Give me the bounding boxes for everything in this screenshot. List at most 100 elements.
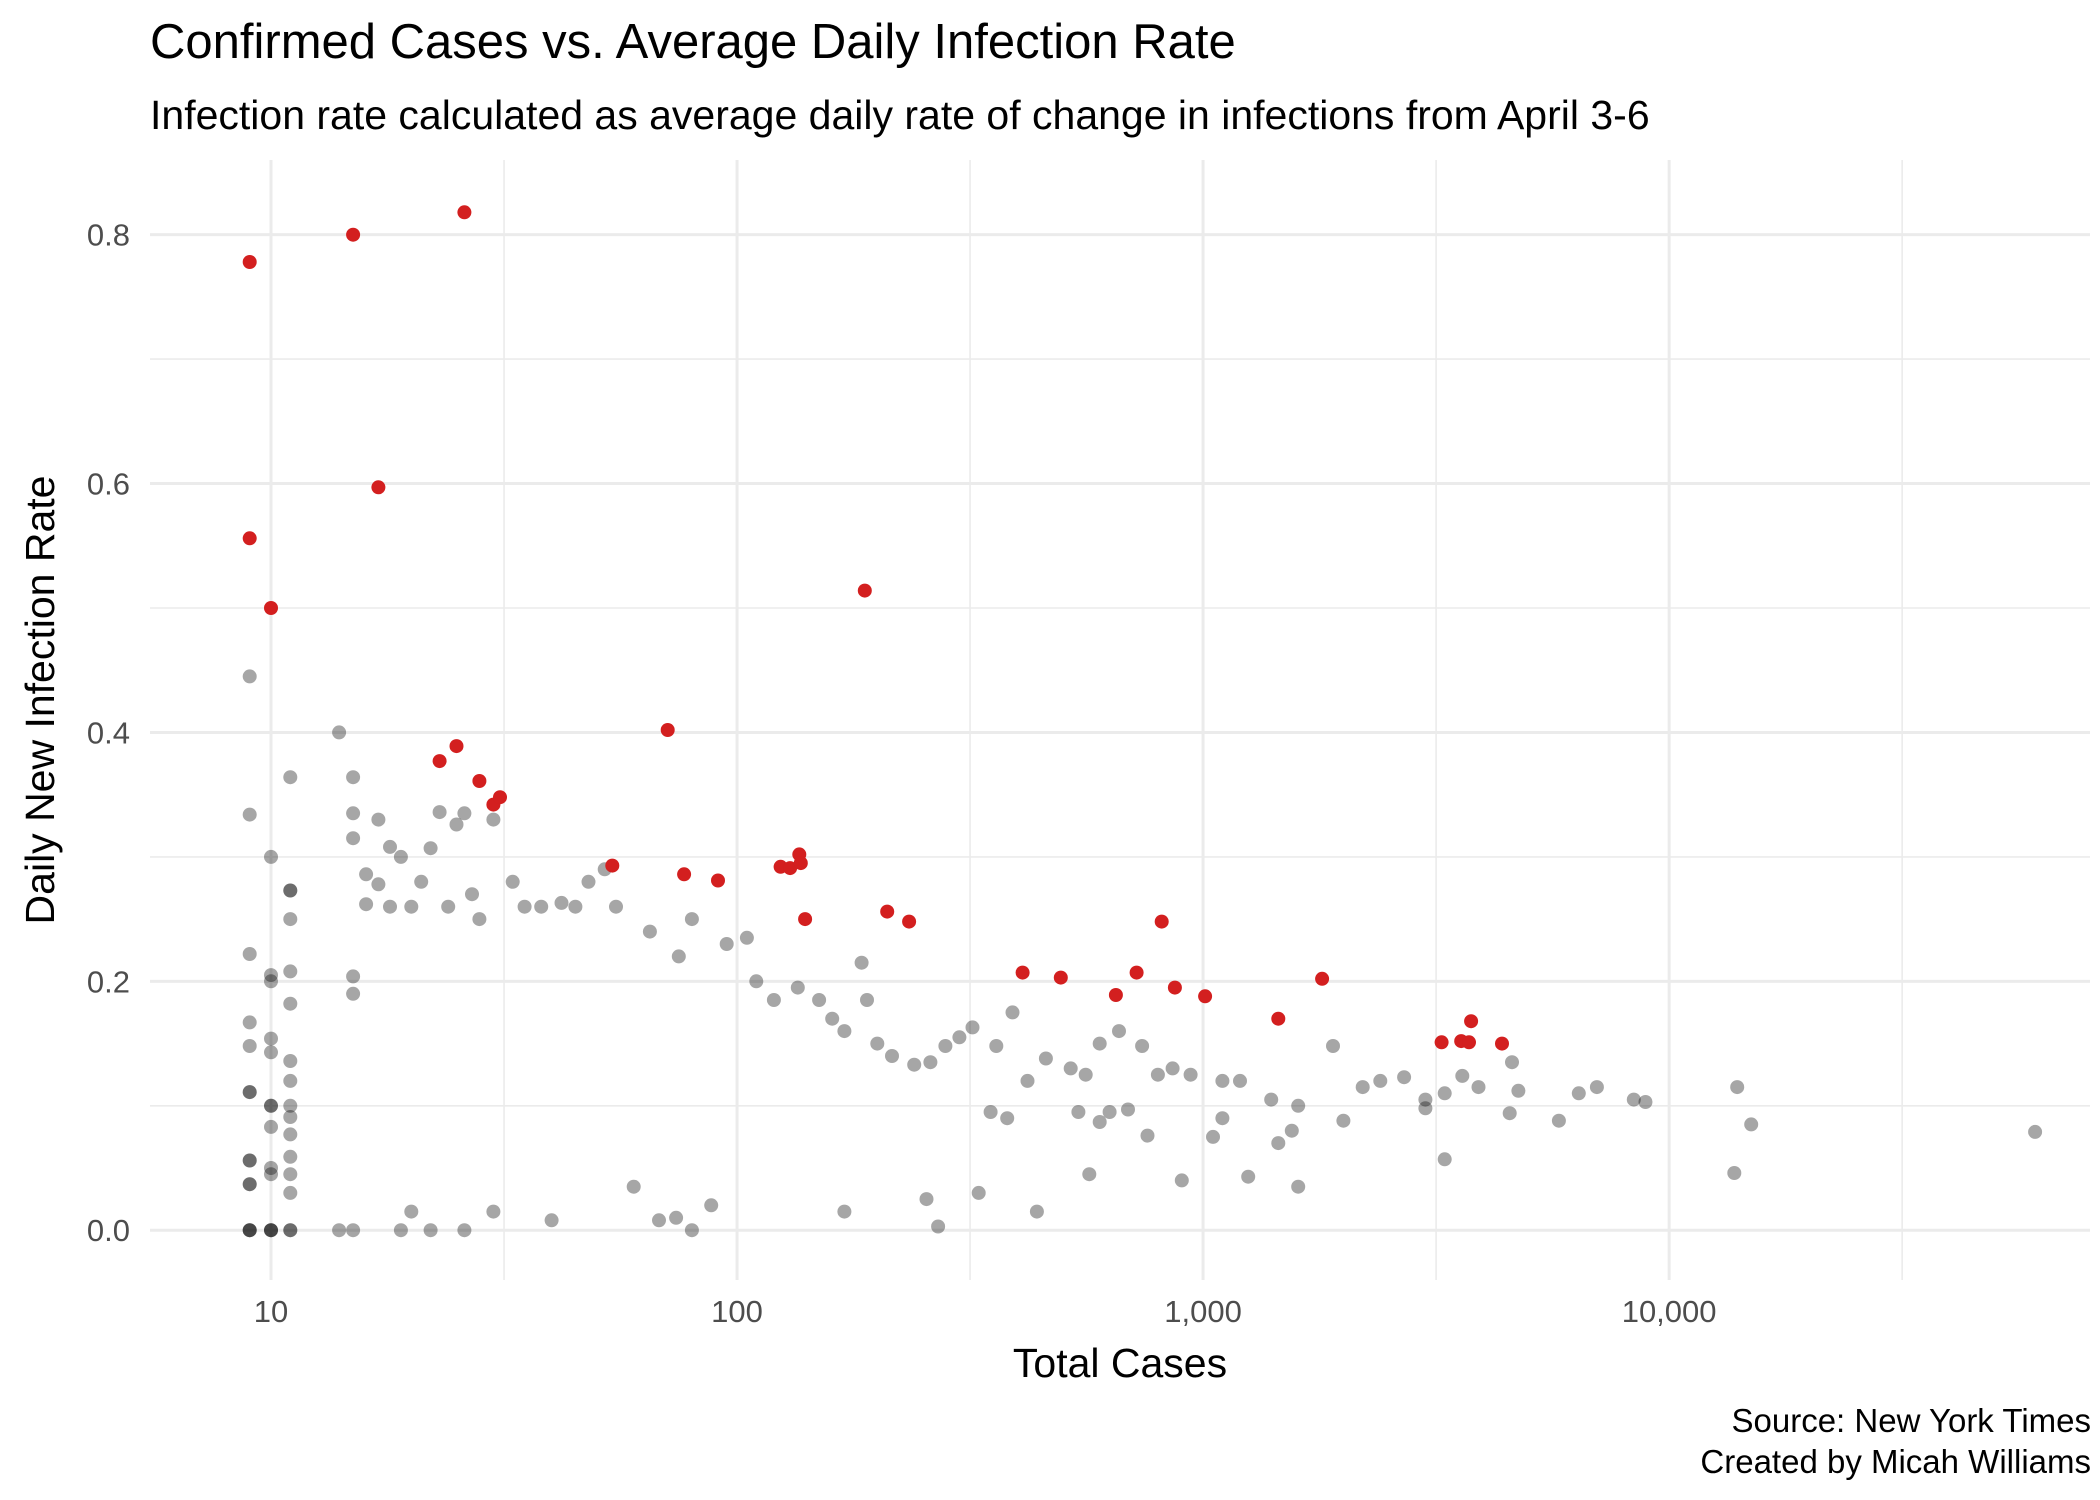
highlight-point <box>242 255 257 269</box>
grid-lines <box>150 160 2090 1280</box>
data-point <box>989 1039 1004 1053</box>
highlight-point <box>1462 1035 1476 1050</box>
data-point <box>283 1110 298 1124</box>
data-point <box>1626 1092 1641 1107</box>
data-point <box>465 887 479 902</box>
highlight-point <box>1198 989 1213 1004</box>
data-point <box>854 955 869 970</box>
data-point <box>837 1204 852 1219</box>
data-point <box>441 899 456 914</box>
data-point <box>393 1223 408 1238</box>
data-point <box>1511 1083 1526 1098</box>
data-point <box>534 899 549 914</box>
data-point <box>1029 1204 1044 1219</box>
data-point <box>812 993 827 1007</box>
axis-ticks: 0.0 0.2 0.4 0.6 0.8 10 100 1,000 10,000 <box>87 218 1717 1329</box>
data-point <box>1078 1067 1093 1082</box>
data-point <box>1264 1092 1279 1107</box>
data-point <box>837 1024 852 1039</box>
data-point <box>1373 1073 1388 1088</box>
data-point <box>383 899 397 914</box>
data-point <box>1183 1067 1198 1082</box>
data-point <box>870 1036 885 1051</box>
data-point <box>242 1153 257 1168</box>
data-point <box>1215 1073 1230 1088</box>
data-point <box>283 883 298 898</box>
data-point <box>423 841 438 856</box>
data-point <box>1165 1061 1180 1076</box>
highlight-point <box>1167 980 1182 995</box>
caption-author: Created by Micah Williams <box>1700 1443 2091 1480</box>
data-point <box>885 1049 899 1063</box>
data-point <box>1092 1036 1107 1051</box>
y-axis-title: Daily New Infection Rate <box>17 476 63 925</box>
data-point <box>1284 1123 1299 1138</box>
data-point <box>1471 1080 1486 1095</box>
data-point <box>642 924 657 939</box>
data-point <box>544 1213 559 1228</box>
data-point <box>704 1198 719 1213</box>
data-point <box>1589 1080 1604 1095</box>
data-point <box>283 1223 298 1238</box>
data-point <box>404 899 419 914</box>
data-point <box>1092 1115 1107 1129</box>
highlight-point <box>677 867 692 882</box>
data-point <box>242 807 257 822</box>
data-point <box>554 895 569 910</box>
data-point <box>965 1020 980 1035</box>
highlight-point <box>660 723 675 737</box>
data-point <box>1102 1105 1117 1119</box>
data-point <box>2028 1124 2043 1139</box>
data-point <box>669 1210 684 1225</box>
data-point <box>371 877 386 892</box>
data-point <box>283 964 298 979</box>
data-point <box>517 899 532 914</box>
data-point <box>283 1149 298 1164</box>
highlight-point <box>902 914 917 929</box>
data-point <box>790 980 805 995</box>
data-point <box>1215 1111 1230 1126</box>
data-point <box>346 969 361 984</box>
data-point <box>1271 1136 1286 1151</box>
data-point <box>283 996 298 1011</box>
data-point <box>1038 1051 1053 1066</box>
data-point <box>371 812 386 827</box>
data-point <box>242 1015 257 1030</box>
data-point <box>332 725 347 740</box>
data-point <box>1638 1095 1653 1109</box>
highlight-point <box>783 861 798 876</box>
data-point <box>242 1223 257 1238</box>
data-point <box>449 817 464 832</box>
data-point <box>242 1177 257 1192</box>
data-point <box>749 974 764 989</box>
data-point <box>1291 1179 1306 1194</box>
data-point <box>1082 1167 1097 1182</box>
data-point <box>1505 1055 1519 1070</box>
highlight-point <box>264 601 278 615</box>
data-point <box>1326 1039 1340 1053</box>
data-point <box>1355 1080 1370 1095</box>
data-point <box>923 1055 938 1070</box>
data-point <box>739 930 754 945</box>
data-point <box>264 1098 278 1113</box>
data-point <box>359 897 374 912</box>
highlight-point <box>472 774 487 788</box>
highlight-point <box>793 856 808 871</box>
data-point <box>486 1204 501 1219</box>
highlight-point <box>605 858 620 873</box>
data-point <box>283 912 298 927</box>
data-point <box>1112 1024 1126 1039</box>
data-point <box>242 1177 257 1192</box>
chart-title: Confirmed Cases vs. Average Daily Infect… <box>150 15 1236 69</box>
data-point <box>383 839 397 854</box>
data-point <box>264 849 278 864</box>
highlight-point <box>1129 965 1144 980</box>
highlight-point <box>1315 971 1330 986</box>
data-point <box>907 1057 922 1072</box>
data-point <box>283 1073 298 1088</box>
data-point <box>283 1223 298 1238</box>
data-point <box>1744 1117 1759 1132</box>
x-tick-label: 10,000 <box>1622 1294 1717 1329</box>
highlight-point <box>798 912 813 927</box>
data-point <box>404 1204 419 1219</box>
